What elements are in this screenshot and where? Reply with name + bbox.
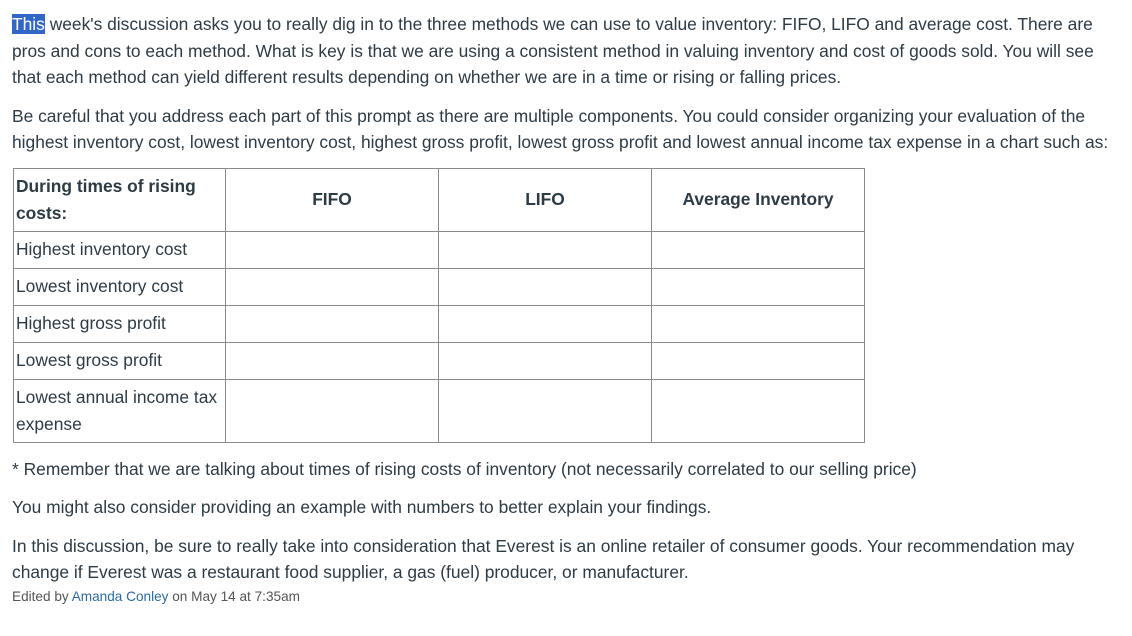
edited-middle: on — [168, 588, 192, 604]
table-cell — [651, 267, 865, 306]
table-cell — [225, 267, 439, 306]
table-cell: Lowest annual income tax expense — [13, 378, 226, 443]
table-row: Lowest annual income tax expense — [13, 378, 865, 443]
instructions-paragraph: Be careful that you address each part of… — [12, 105, 1109, 153]
table-row: Lowest inventory cost — [13, 267, 865, 306]
table-cell — [651, 230, 865, 269]
table-cell — [438, 378, 652, 443]
discussion-body: This week's discussion asks you to reall… — [12, 11, 1114, 606]
table-header-cell: FIFO — [225, 167, 439, 232]
table-cell — [225, 230, 439, 269]
table-cell — [438, 341, 652, 380]
table-cell: Highest inventory cost — [13, 230, 226, 269]
table-cell — [438, 304, 652, 343]
edited-date: May 14 at 7:35am — [191, 588, 300, 604]
table-row: Highest inventory cost — [13, 230, 865, 269]
table-cell — [438, 230, 652, 269]
table-cell — [225, 378, 439, 443]
table-row: Highest gross profit — [13, 304, 865, 343]
author-link[interactable]: Amanda Conley — [71, 588, 169, 604]
table-header-row: During times of rising costs: FIFO LIFO … — [13, 167, 865, 232]
table-cell — [225, 304, 439, 343]
example-paragraph: You might also consider providing an exa… — [12, 497, 712, 517]
table-cell — [225, 341, 439, 380]
intro-text: week's discussion asks you to really dig… — [12, 14, 1094, 87]
table-cell — [438, 267, 652, 306]
evaluation-chart: During times of rising costs: FIFO LIFO … — [13, 167, 865, 443]
table-row: Lowest gross profit — [13, 341, 865, 380]
selected-text: This — [12, 14, 45, 34]
table-cell: Highest gross profit — [13, 304, 226, 343]
edited-note: Edited by Amanda Conley on May 14 at 7:3… — [12, 588, 1114, 606]
intro-paragraph: This week's discussion asks you to reall… — [12, 11, 1114, 91]
table-cell: Lowest gross profit — [13, 341, 226, 380]
reminder-paragraph: * Remember that we are talking about tim… — [12, 458, 917, 479]
table-cell: Lowest inventory cost — [13, 267, 226, 306]
edited-prefix: Edited by — [12, 588, 72, 604]
table-cell — [651, 341, 865, 380]
table-header-cell: During times of rising costs: — [13, 167, 226, 232]
table-cell — [651, 304, 865, 343]
table-cell — [651, 378, 865, 443]
table-header-cell: Average Inventory — [651, 167, 865, 232]
context-paragraph: In this discussion, be sure to really ta… — [12, 535, 1075, 583]
table-header-cell: LIFO — [438, 167, 652, 232]
